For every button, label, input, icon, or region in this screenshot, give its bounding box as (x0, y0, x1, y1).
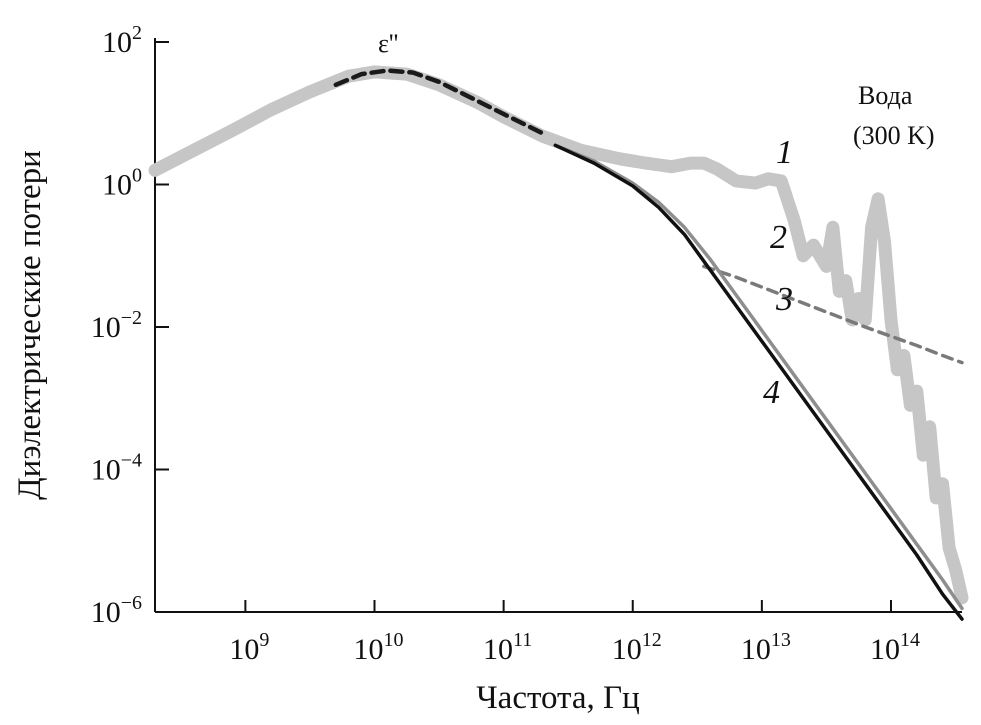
series-line-1 (148, 65, 969, 605)
series-line-2 (702, 264, 964, 365)
series-line-4 (553, 143, 964, 621)
curve-label-2: 2 (770, 219, 787, 256)
epsilon-label: ε'' (378, 29, 398, 58)
y-tick-label: 102 (102, 22, 142, 59)
y-tick-label: 10−6 (91, 592, 142, 629)
temperature-label: (300 K) (853, 121, 935, 150)
series-line-3 (553, 143, 964, 611)
curve-label-3: 3 (775, 281, 793, 318)
series-line-5 (333, 68, 545, 136)
y-tick-label: 10−2 (91, 307, 142, 344)
labels: ε'' Вода (300 K) 1 2 3 4 Частота, Гц Диэ… (12, 29, 935, 716)
y-tick-label: 10−4 (91, 450, 142, 487)
x-axis-title: Частота, Гц (476, 680, 640, 716)
x-tick-label: 1014 (870, 629, 920, 666)
x-tick-label: 1010 (354, 629, 404, 666)
y-axis-title: Диэлектрические потери (12, 150, 48, 500)
curves (148, 65, 969, 621)
curve-label-4: 4 (763, 374, 780, 411)
x-tick-label: 109 (229, 629, 269, 666)
x-tick-label: 1013 (741, 629, 791, 666)
x-tick-label: 1012 (612, 629, 662, 666)
axes: 109 1010 1011 1012 1013 1014 102 100 10−2 10−4 10−… (91, 22, 962, 666)
x-tick-label: 1011 (483, 629, 532, 666)
y-tick-label: 100 (102, 165, 142, 202)
curve-label-1: 1 (776, 134, 793, 171)
water-label: Вода (858, 81, 913, 110)
